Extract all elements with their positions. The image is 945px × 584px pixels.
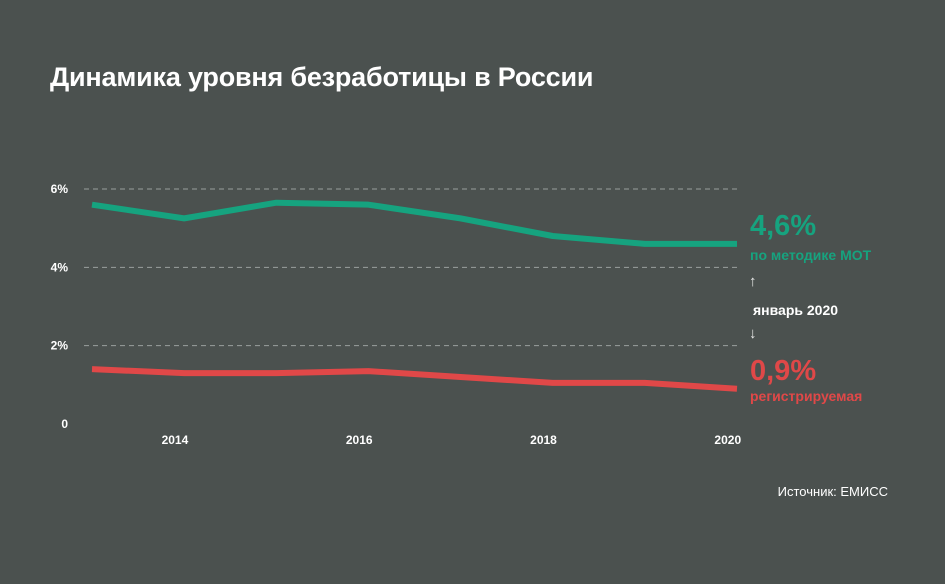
- y-axis-ticks: 0 2% 4% 6%: [51, 182, 69, 431]
- series-lines: [91, 199, 738, 392]
- ilo-series-label: по методике МОТ: [750, 247, 872, 263]
- y-tick-label: 4%: [51, 260, 69, 274]
- x-tick-label: 2016: [346, 433, 373, 447]
- y-tick-label: 0: [61, 417, 68, 431]
- x-tick-label: 2020: [714, 433, 741, 447]
- ilo-value-label: 4,6%: [750, 210, 817, 242]
- chart-title: Динамика уровня безработицы в России: [50, 62, 594, 92]
- x-tick-label: 2018: [530, 433, 557, 447]
- arrow-down-icon: ↓: [749, 325, 757, 342]
- month-label: январь 2020: [753, 302, 839, 318]
- x-axis-ticks: 2014 2016 2018 2020: [162, 433, 742, 447]
- grid-lines: [84, 188, 737, 347]
- x-tick-label: 2014: [162, 433, 189, 447]
- source-note: Источник: ЕМИСС: [777, 484, 888, 499]
- y-tick-label: 6%: [51, 182, 69, 196]
- series-line-registered: [91, 366, 738, 392]
- arrow-up-icon: ↑: [749, 273, 757, 290]
- registered-value-label: 0,9%: [750, 355, 817, 387]
- y-tick-label: 2%: [51, 339, 69, 353]
- series-line-ilo: [91, 199, 737, 247]
- registered-series-label: регистрируемая: [750, 388, 863, 404]
